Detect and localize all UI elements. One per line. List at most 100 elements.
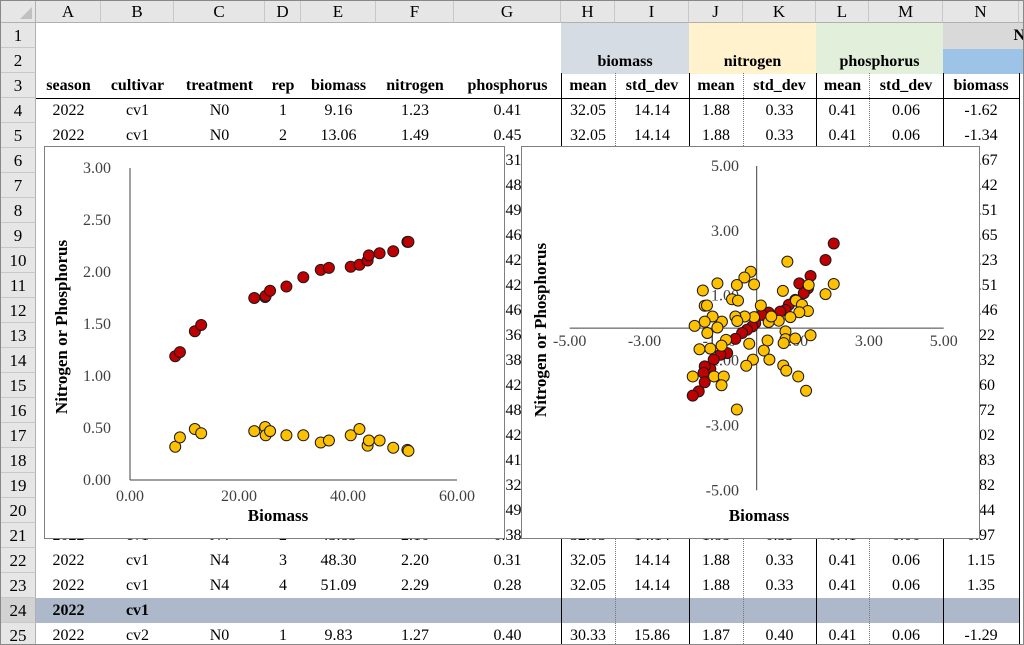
cell-L23[interactable]: 0.41 bbox=[828, 577, 857, 594]
column-header-J[interactable]: J bbox=[689, 1, 743, 23]
cell-C25[interactable]: N0 bbox=[209, 627, 230, 644]
row-header-5[interactable]: 5 bbox=[1, 123, 36, 148]
data-point-series-2[interactable] bbox=[280, 429, 293, 442]
group-header-nitrogen[interactable]: nitrogen bbox=[689, 23, 816, 74]
cell-H4[interactable]: 32.05 bbox=[570, 102, 606, 119]
cell-D5[interactable]: 2 bbox=[279, 127, 287, 144]
data-point-series-2[interactable] bbox=[730, 403, 743, 416]
cell-A5[interactable]: 2022 bbox=[52, 127, 85, 144]
scatter-chart-raw[interactable]: 0.00 20.00 40.00 60.00 0.00 0.50 1.00 1.50 2.00 2… bbox=[44, 146, 505, 539]
cell-H22[interactable]: 32.05 bbox=[570, 552, 606, 569]
cell-F5[interactable]: 1.49 bbox=[401, 127, 429, 144]
cell-D23[interactable]: 4 bbox=[279, 577, 287, 594]
field-header-mean[interactable]: mean bbox=[823, 77, 862, 94]
row-header-20[interactable]: 20 bbox=[1, 498, 36, 523]
data-point-series-2[interactable] bbox=[402, 444, 415, 457]
data-point-series-2[interactable] bbox=[827, 278, 840, 291]
cell-E23[interactable]: 51.09 bbox=[320, 577, 357, 594]
column-header-N[interactable]: N bbox=[943, 1, 1019, 23]
cell-A24[interactable]: 2022 bbox=[52, 602, 85, 619]
field-header-phosphorus[interactable]: phosphorus bbox=[467, 77, 548, 94]
field-header-std_dev[interactable]: std_dev bbox=[625, 77, 679, 94]
data-point-series-2[interactable] bbox=[248, 425, 261, 438]
cell-A4[interactable]: 2022 bbox=[52, 102, 85, 119]
field-header-cultivar[interactable]: cultivar bbox=[110, 77, 165, 94]
cell-N25[interactable]: -1.29 bbox=[964, 627, 998, 644]
data-point-series-2[interactable] bbox=[819, 288, 832, 301]
group-header-phosphorus[interactable]: phosphorus bbox=[816, 23, 943, 74]
select-all-corner[interactable] bbox=[1, 1, 36, 23]
data-point-series-2[interactable] bbox=[688, 319, 701, 332]
data-point-series-2[interactable] bbox=[777, 337, 790, 350]
data-point-series-2[interactable] bbox=[696, 284, 709, 297]
row-header-16[interactable]: 16 bbox=[1, 398, 36, 423]
data-point-series-2[interactable] bbox=[693, 343, 706, 356]
row-header-17[interactable]: 17 bbox=[1, 423, 36, 448]
cell-N23[interactable]: 1.35 bbox=[967, 577, 995, 594]
group-header-n[interactable]: N bbox=[943, 23, 1023, 49]
data-point-series-1[interactable] bbox=[322, 261, 335, 274]
cell-C4[interactable]: N0 bbox=[209, 102, 230, 119]
row-header-21[interactable]: 21 bbox=[1, 523, 36, 548]
data-point-series-2[interactable] bbox=[322, 434, 335, 447]
data-point-series-2[interactable] bbox=[804, 329, 817, 342]
field-header-biomass[interactable]: biomass bbox=[310, 77, 367, 94]
data-point-series-1[interactable] bbox=[686, 389, 699, 402]
cell-I5[interactable]: 14.14 bbox=[634, 127, 670, 144]
cell-M22[interactable]: 0.06 bbox=[892, 552, 920, 569]
data-point-series-2[interactable] bbox=[789, 332, 802, 345]
cell-I22[interactable]: 14.14 bbox=[634, 552, 670, 569]
cell-L25[interactable]: 0.41 bbox=[828, 627, 857, 644]
row-header-13[interactable]: 13 bbox=[1, 323, 36, 348]
row-header-14[interactable]: 14 bbox=[1, 348, 36, 373]
cell-B22[interactable]: cv1 bbox=[125, 552, 150, 569]
cell-J5[interactable]: 1.88 bbox=[702, 127, 730, 144]
cell-I4[interactable]: 14.14 bbox=[634, 102, 670, 119]
column-header-B[interactable]: B bbox=[101, 1, 174, 23]
data-point-series-2[interactable] bbox=[732, 294, 744, 307]
cell-D25[interactable]: 1 bbox=[279, 627, 287, 644]
column-header-M[interactable]: M bbox=[869, 1, 943, 23]
field-header-season[interactable]: season bbox=[46, 77, 91, 94]
cell-I25[interactable]: 15.86 bbox=[634, 627, 670, 644]
cell-G22[interactable]: 0.31 bbox=[493, 552, 522, 569]
data-point-series-2[interactable] bbox=[387, 441, 400, 454]
data-point-series-2[interactable] bbox=[715, 339, 728, 352]
column-header-C[interactable]: C bbox=[174, 1, 265, 23]
field-header-mean[interactable]: mean bbox=[697, 77, 735, 94]
cell-G5[interactable]: 0.45 bbox=[493, 127, 522, 144]
cell-H25[interactable]: 30.33 bbox=[570, 627, 606, 644]
cell-N4[interactable]: -1.62 bbox=[964, 102, 998, 119]
data-point-series-2[interactable] bbox=[731, 315, 744, 328]
field-header-mean[interactable]: mean bbox=[569, 77, 607, 94]
column-header-G[interactable]: G bbox=[454, 1, 561, 23]
data-point-series-2[interactable] bbox=[715, 379, 728, 392]
data-point-series-2[interactable] bbox=[754, 299, 767, 312]
cell-E5[interactable]: 13.06 bbox=[320, 127, 357, 144]
row-header-24[interactable]: 24 bbox=[1, 598, 36, 623]
column-header-K[interactable]: K bbox=[743, 1, 816, 23]
cell-G4[interactable]: 0.41 bbox=[493, 102, 522, 119]
cell-L22[interactable]: 0.41 bbox=[828, 552, 857, 569]
data-point-series-2[interactable] bbox=[780, 364, 793, 377]
cell-K25[interactable]: 0.40 bbox=[765, 627, 794, 644]
cell-E22[interactable]: 48.30 bbox=[320, 552, 357, 569]
cell-D22[interactable]: 3 bbox=[279, 552, 287, 569]
data-point-series-2[interactable] bbox=[761, 334, 774, 347]
data-point-series-1[interactable] bbox=[248, 292, 261, 304]
data-point-series-2[interactable] bbox=[373, 434, 386, 447]
column-header-L[interactable]: L bbox=[816, 1, 869, 23]
cell-H23[interactable]: 32.05 bbox=[570, 577, 606, 594]
cell-I23[interactable]: 14.14 bbox=[634, 577, 670, 594]
row-header-23[interactable]: 23 bbox=[1, 573, 36, 598]
row-header-15[interactable]: 15 bbox=[1, 373, 36, 398]
cell-M5[interactable]: 0.06 bbox=[892, 127, 920, 144]
cell-F4[interactable]: 1.23 bbox=[401, 102, 429, 119]
cell-K5[interactable]: 0.33 bbox=[765, 127, 794, 144]
cell-F25[interactable]: 1.27 bbox=[401, 627, 429, 644]
row-header-12[interactable]: 12 bbox=[1, 298, 36, 323]
data-point-series-2[interactable] bbox=[763, 353, 776, 366]
data-point-series-2[interactable] bbox=[748, 278, 761, 291]
column-header-H[interactable]: H bbox=[561, 1, 615, 23]
row-header-6[interactable]: 6 bbox=[1, 148, 36, 173]
